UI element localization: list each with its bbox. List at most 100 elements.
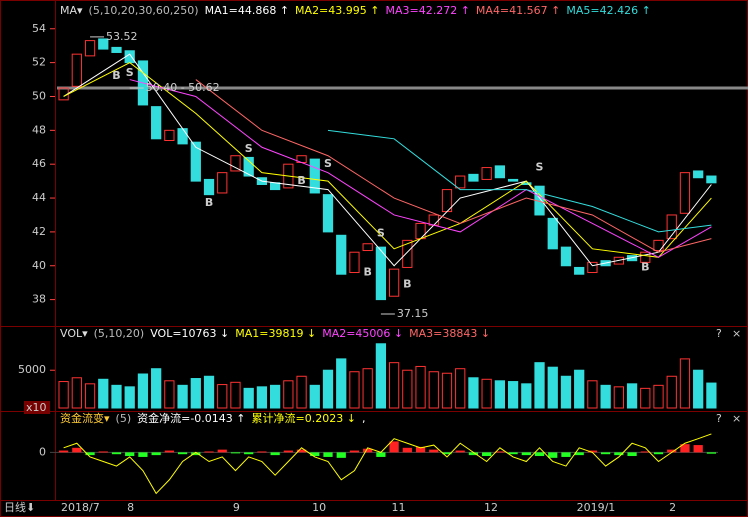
volume-bar (626, 383, 638, 409)
flow-bar (151, 452, 161, 456)
flow-bar (521, 452, 531, 456)
volume-bar (507, 381, 519, 409)
candle (270, 182, 281, 191)
volume-bar (309, 384, 320, 409)
volume-bar (71, 377, 82, 409)
flow-bar (561, 452, 571, 457)
flow-bar (640, 451, 650, 453)
header-item: MA4=41.567 ↑ (476, 4, 560, 17)
flow-bar (495, 451, 505, 453)
volume-bar (84, 383, 96, 409)
ma-line (327, 129, 712, 233)
signal: B (112, 69, 120, 82)
flow-bar (296, 449, 307, 453)
panel-icon[interactable]: ? (716, 327, 722, 340)
signal: B (363, 266, 371, 279)
flow-bar (125, 452, 135, 457)
panel-header: 资金流变▾ (5) 资金净流=-0.0143 ↑ 累计净流=0.2023 ↓, (60, 411, 365, 425)
flow-bar (217, 449, 227, 453)
volume-bar (613, 386, 624, 409)
flow-bar (376, 452, 386, 457)
flow-bar (363, 448, 373, 453)
flow-bar (111, 452, 122, 455)
header-item: MA2=45006 ↓ (322, 327, 403, 340)
candle (494, 165, 505, 179)
candle (640, 251, 651, 263)
panel-icon[interactable]: ? (716, 412, 722, 425)
candle (402, 239, 413, 268)
header-item: 累计净流=0.2023 ↓ (252, 411, 356, 425)
candle (177, 128, 188, 145)
volume-bar (124, 386, 135, 409)
header-item: MA3=42.272 ↑ (385, 4, 469, 17)
candle (203, 178, 215, 196)
flow-bar (415, 446, 426, 453)
y-tick-label: 52 (32, 56, 46, 69)
candle (349, 251, 360, 274)
x-tick-label: 12 (484, 501, 498, 514)
y-tick-label: 40 (32, 259, 46, 272)
x-tick-label: 2019/1 (577, 501, 616, 514)
y-tick-label: 46 (32, 157, 46, 170)
annotation: 53.52 (106, 30, 138, 43)
flow-bar (667, 449, 677, 453)
flow-bar (283, 450, 293, 453)
volume-bar (402, 369, 413, 409)
flow-bar (270, 452, 280, 456)
ma-line (195, 79, 712, 253)
volume-bar (679, 358, 691, 409)
header-item: VOL▾ (60, 327, 88, 340)
volume-bar (560, 375, 572, 409)
volume-bar (455, 368, 466, 409)
volume-bar (190, 378, 201, 409)
ma-line (63, 53, 712, 267)
y-tick-label: 0 (39, 445, 46, 458)
signal: S (126, 66, 134, 79)
signal: B (297, 174, 305, 187)
flow-bar (601, 452, 611, 455)
panel-header: MA▾ (5,10,20,30,60,250) MA1=44.868 ↑ MA2=43… (60, 4, 651, 17)
flow-bar (323, 452, 333, 457)
candle (388, 268, 400, 297)
y-tick-label: 54 (32, 22, 46, 35)
candle (706, 175, 717, 184)
volume-bar (296, 375, 307, 409)
y-tick-label: 38 (32, 293, 46, 306)
volume-bar (481, 378, 492, 409)
flow-bar (548, 452, 558, 458)
flow-bar (98, 451, 108, 453)
ma-line (63, 62, 712, 258)
volume-bar (203, 375, 215, 409)
volume-bar (137, 373, 149, 409)
volume-bar (574, 369, 585, 409)
flow-bar (191, 452, 201, 456)
candle (164, 129, 175, 141)
flow-bar (442, 452, 452, 455)
flow-bar (587, 450, 598, 453)
volume-bar (587, 380, 598, 409)
flow-bar (58, 450, 69, 453)
period-button[interactable]: 日线⬇ (4, 500, 35, 514)
volume-bar (283, 380, 294, 409)
signal: S (245, 142, 253, 155)
candle (507, 178, 519, 182)
candle (428, 214, 439, 226)
candle (574, 266, 585, 275)
flow-bar (230, 452, 241, 454)
flow-bar (402, 447, 412, 453)
panel-icon[interactable]: × (732, 327, 741, 340)
volume-bar (547, 366, 558, 409)
y-tick-label: 44 (32, 191, 46, 204)
candle (547, 217, 558, 250)
volume-bar (177, 384, 188, 409)
volume-bar (600, 384, 611, 409)
volume-bar (322, 369, 334, 409)
flow-bar (574, 452, 584, 456)
panel-icon[interactable]: × (732, 412, 741, 425)
header-item: 资金流变▾ (60, 411, 110, 425)
candle (322, 194, 334, 233)
header-item: MA1=44.868 ↑ (205, 4, 289, 17)
candle (560, 246, 572, 267)
volume-bar (388, 362, 400, 409)
candle (455, 175, 466, 189)
